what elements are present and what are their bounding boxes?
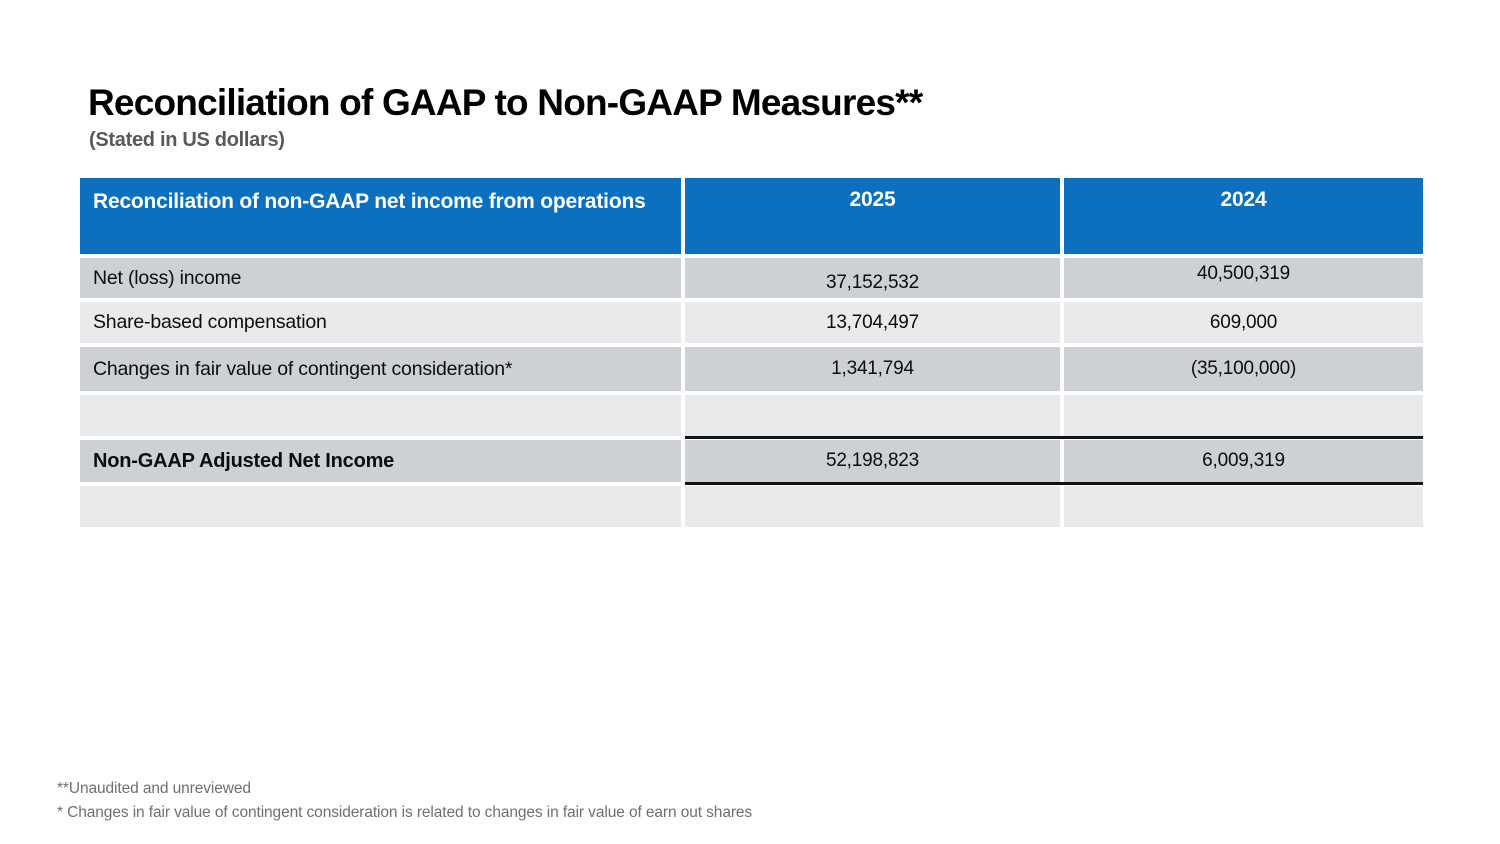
table-cell-2025: 1,341,794 [685,347,1060,391]
table-cell-empty [1064,395,1423,436]
total-rule-bottom [685,482,1423,485]
table-cell-2024: 609,000 [1064,302,1423,343]
table-header-2024: 2024 [1064,178,1423,254]
table-row-label: Changes in fair value of contingent cons… [80,347,681,391]
table-row-label-empty [80,395,681,436]
table-cell-2025: 13,704,497 [685,302,1060,343]
table-cell-2024: (35,100,000) [1064,347,1423,391]
table-cell-2025: 37,152,532 [685,258,1060,298]
page-title: Reconciliation of GAAP to Non-GAAP Measu… [88,82,923,123]
table-row-label-empty [80,486,681,527]
table-total-2025: 52,198,823 [685,440,1060,482]
table-total-label: Non-GAAP Adjusted Net Income [80,440,681,482]
page-subtitle: (Stated in US dollars) [89,129,285,151]
reconciliation-table: Reconciliation of non-GAAP net income fr… [80,178,1423,527]
table-row-label: Share-based compensation [80,302,681,343]
table-cell-2024: 40,500,319 [1064,258,1423,298]
footnote-unaudited: **Unaudited and unreviewed [57,780,251,797]
table-row-label: Net (loss) income [80,258,681,298]
table-header-2025: 2025 [685,178,1060,254]
footnotes: **Unaudited and unreviewed * Changes in … [57,777,752,824]
footnote-contingent: * Changes in fair value of contingent co… [57,803,753,821]
total-rule-top [685,436,1423,439]
table-total-2024: 6,009,319 [1064,440,1423,482]
table-cell-empty [1064,486,1423,527]
table-header-label: Reconciliation of non-GAAP net income fr… [80,178,681,254]
table-cell-empty [685,486,1060,527]
table-cell-empty [685,395,1060,436]
